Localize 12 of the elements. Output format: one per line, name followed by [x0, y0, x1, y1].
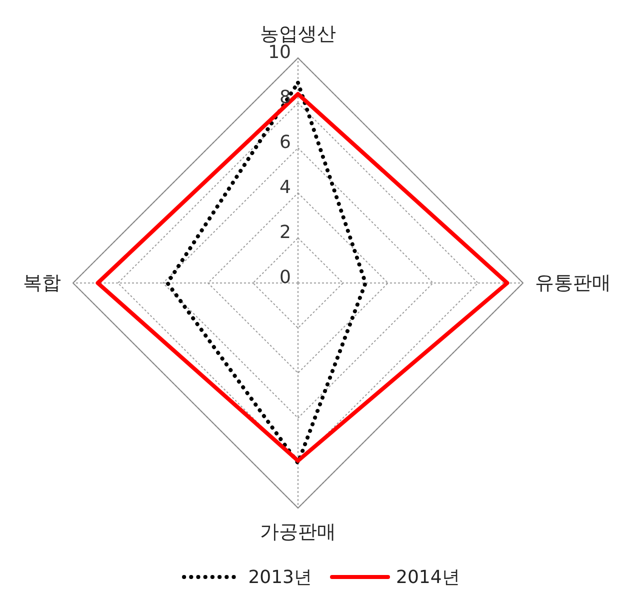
y-tick-label: 10 [268, 42, 291, 63]
legend-label: 2014년 [396, 566, 460, 589]
y-tick-label: 0 [280, 267, 291, 288]
spoke-label: 농업생산 [260, 23, 336, 45]
spoke-label: 복합 [23, 272, 61, 294]
spoke-label: 가공판매 [260, 521, 336, 543]
legend-label: 2013년 [248, 566, 312, 589]
y-tick-label: 6 [280, 132, 291, 153]
spoke-label: 유통판매 [535, 272, 611, 294]
y-tick-label: 8 [280, 87, 291, 108]
y-tick-label: 4 [280, 177, 291, 198]
y-tick-label: 2 [280, 222, 291, 243]
